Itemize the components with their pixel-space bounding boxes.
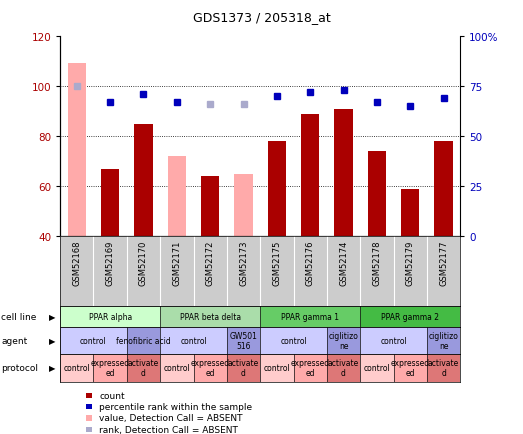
Bar bbox=[360, 354, 393, 382]
Bar bbox=[327, 328, 360, 354]
Bar bbox=[194, 354, 227, 382]
Bar bbox=[127, 328, 160, 354]
Bar bbox=[101, 169, 119, 237]
Bar bbox=[234, 174, 253, 237]
Text: control: control bbox=[180, 336, 207, 345]
Text: PPAR alpha: PPAR alpha bbox=[88, 312, 132, 321]
Text: rank, Detection Call = ABSENT: rank, Detection Call = ABSENT bbox=[99, 425, 238, 434]
Text: GSM52175: GSM52175 bbox=[272, 240, 281, 285]
Bar bbox=[427, 354, 460, 382]
Bar bbox=[201, 177, 219, 237]
Bar bbox=[168, 157, 186, 237]
Bar bbox=[60, 328, 127, 354]
Text: GSM52173: GSM52173 bbox=[239, 240, 248, 286]
Text: GW501
516: GW501 516 bbox=[230, 331, 257, 350]
Text: GSM52172: GSM52172 bbox=[206, 240, 214, 285]
Text: control: control bbox=[380, 336, 407, 345]
Bar bbox=[393, 354, 427, 382]
Bar bbox=[435, 141, 453, 237]
Bar bbox=[360, 328, 427, 354]
Bar bbox=[60, 354, 94, 382]
Text: activate
d: activate d bbox=[428, 358, 459, 378]
Bar bbox=[260, 328, 327, 354]
Text: activate
d: activate d bbox=[128, 358, 159, 378]
Bar bbox=[327, 354, 360, 382]
Bar bbox=[160, 328, 227, 354]
Text: GSM52177: GSM52177 bbox=[439, 240, 448, 286]
Bar bbox=[227, 328, 260, 354]
Text: expressed
ed: expressed ed bbox=[291, 358, 330, 378]
Text: ▶: ▶ bbox=[50, 363, 56, 372]
Bar bbox=[301, 114, 320, 237]
Bar bbox=[368, 151, 386, 237]
Bar bbox=[67, 64, 86, 237]
Bar bbox=[293, 354, 327, 382]
Text: GSM52168: GSM52168 bbox=[72, 240, 81, 286]
Bar bbox=[127, 354, 160, 382]
Bar bbox=[401, 189, 419, 237]
Text: PPAR beta delta: PPAR beta delta bbox=[179, 312, 241, 321]
Bar bbox=[94, 354, 127, 382]
Text: agent: agent bbox=[1, 336, 27, 345]
Text: count: count bbox=[99, 391, 125, 400]
Text: ciglitizo
ne: ciglitizo ne bbox=[328, 331, 358, 350]
Text: control: control bbox=[164, 363, 190, 372]
Bar bbox=[60, 306, 160, 328]
Text: ▶: ▶ bbox=[50, 336, 56, 345]
Text: GSM52179: GSM52179 bbox=[406, 240, 415, 285]
Bar bbox=[360, 306, 460, 328]
Text: control: control bbox=[264, 363, 290, 372]
Text: PPAR gamma 2: PPAR gamma 2 bbox=[381, 312, 439, 321]
Text: control: control bbox=[80, 336, 107, 345]
Text: GSM52170: GSM52170 bbox=[139, 240, 148, 285]
Text: value, Detection Call = ABSENT: value, Detection Call = ABSENT bbox=[99, 414, 243, 422]
Text: ▶: ▶ bbox=[50, 312, 56, 321]
Text: control: control bbox=[363, 363, 390, 372]
Text: GSM52171: GSM52171 bbox=[173, 240, 181, 285]
Text: control: control bbox=[63, 363, 90, 372]
Text: GSM52176: GSM52176 bbox=[306, 240, 315, 286]
Bar bbox=[260, 354, 293, 382]
Bar bbox=[160, 306, 260, 328]
Bar bbox=[260, 306, 360, 328]
Bar bbox=[334, 109, 353, 237]
Bar bbox=[134, 124, 153, 237]
Text: GSM52174: GSM52174 bbox=[339, 240, 348, 285]
Bar bbox=[427, 328, 460, 354]
Bar bbox=[227, 354, 260, 382]
Text: expressed
ed: expressed ed bbox=[391, 358, 430, 378]
Text: expressed
ed: expressed ed bbox=[90, 358, 130, 378]
Text: GSM52178: GSM52178 bbox=[372, 240, 381, 286]
Text: control: control bbox=[280, 336, 307, 345]
Text: fenofibric acid: fenofibric acid bbox=[116, 336, 171, 345]
Text: activate
d: activate d bbox=[228, 358, 259, 378]
Text: protocol: protocol bbox=[1, 363, 38, 372]
Text: PPAR gamma 1: PPAR gamma 1 bbox=[281, 312, 339, 321]
Bar bbox=[160, 354, 194, 382]
Text: activate
d: activate d bbox=[328, 358, 359, 378]
Text: GDS1373 / 205318_at: GDS1373 / 205318_at bbox=[192, 11, 331, 24]
Bar bbox=[268, 141, 286, 237]
Text: percentile rank within the sample: percentile rank within the sample bbox=[99, 402, 253, 411]
Text: expressed
ed: expressed ed bbox=[190, 358, 230, 378]
Text: ciglitizo
ne: ciglitizo ne bbox=[429, 331, 459, 350]
Text: cell line: cell line bbox=[1, 312, 37, 321]
Text: GSM52169: GSM52169 bbox=[106, 240, 115, 285]
